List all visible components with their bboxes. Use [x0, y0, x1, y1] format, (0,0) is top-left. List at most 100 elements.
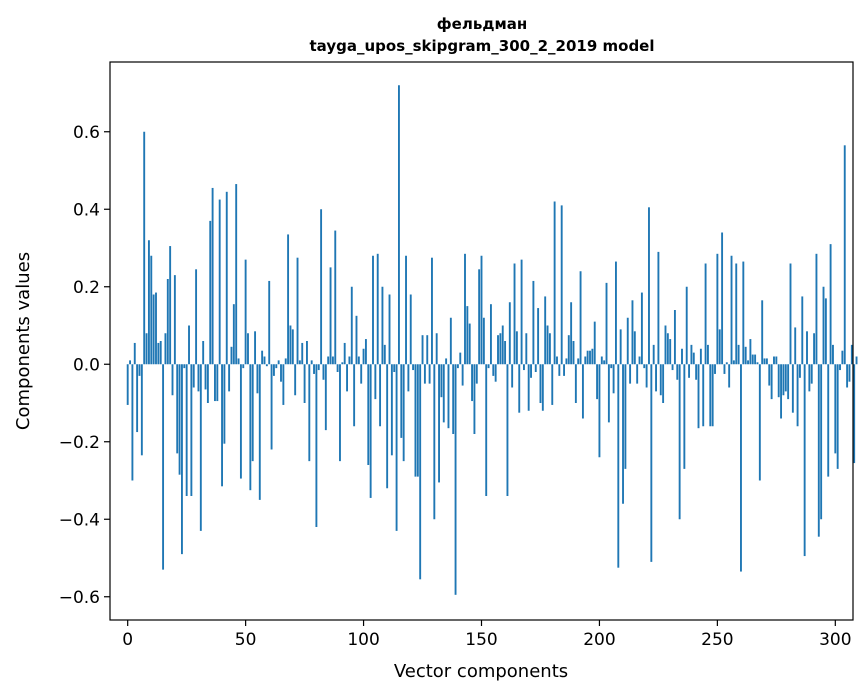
bar-112: [390, 364, 393, 456]
bar-71: [294, 364, 297, 396]
bar-113: [393, 364, 396, 372]
bar-300: [834, 364, 837, 454]
bar-153: [487, 364, 490, 369]
bar-139: [454, 364, 457, 595]
bar-138: [452, 364, 455, 434]
bar-176: [541, 364, 544, 411]
bar-57: [261, 350, 264, 365]
bar-279: [784, 364, 787, 392]
bar-143: [464, 253, 466, 365]
bar-240: [692, 352, 695, 365]
bar-208: [617, 364, 620, 568]
bar-204: [607, 364, 610, 423]
bar-169: [525, 333, 528, 365]
bar-257: [732, 360, 735, 365]
bar-32: [202, 341, 205, 365]
bar-301: [836, 364, 839, 469]
bar-260: [740, 364, 742, 572]
bar-78: [310, 360, 313, 365]
y-tick-label: −0.6: [59, 588, 100, 608]
bar-97: [355, 315, 358, 365]
bar-131: [435, 333, 438, 365]
bar-50: [244, 259, 247, 365]
bar-103: [369, 364, 372, 498]
bar-230: [669, 339, 672, 365]
bar-54: [254, 331, 257, 365]
bar-187: [567, 335, 570, 365]
bar-17: [166, 279, 169, 365]
bar-1: [129, 360, 131, 365]
bar-91: [341, 362, 344, 365]
bar-0: [126, 364, 129, 405]
bar-269: [761, 300, 764, 365]
bar-173: [534, 364, 537, 372]
bar-18: [169, 246, 172, 365]
bar-20: [173, 275, 176, 365]
bar-38: [216, 364, 219, 402]
bar-92: [343, 342, 346, 365]
bar-40: [221, 364, 223, 487]
bar-62: [272, 364, 275, 376]
bar-80: [315, 364, 318, 527]
bar-266: [754, 354, 757, 365]
bar-192: [579, 271, 582, 365]
bar-95: [350, 286, 353, 365]
bar-224: [655, 364, 657, 392]
bar-120: [409, 294, 412, 365]
bar-254: [725, 362, 728, 365]
bar-261: [742, 261, 745, 365]
bar-4: [136, 364, 139, 433]
bar-292: [815, 253, 818, 365]
bar-115: [398, 85, 400, 365]
bar-271: [765, 358, 768, 365]
x-axis-label: Vector components: [394, 661, 568, 682]
bar-256: [730, 255, 733, 365]
bar-129: [431, 257, 433, 365]
bar-33: [204, 364, 207, 390]
bar-67: [284, 358, 287, 365]
bar-304: [843, 145, 846, 365]
bar-165: [515, 331, 518, 365]
bar-190: [574, 364, 577, 403]
bar-250: [716, 253, 719, 365]
bar-216: [636, 364, 639, 384]
bar-125: [421, 335, 424, 365]
bar-267: [756, 362, 759, 365]
bar-83: [322, 364, 325, 380]
bar-35: [209, 220, 212, 365]
x-tick-label: 250: [701, 630, 733, 650]
bar-118: [405, 255, 407, 365]
bar-262: [744, 346, 747, 365]
bar-238: [688, 364, 691, 378]
bar-11: [152, 294, 155, 365]
bar-200: [598, 364, 601, 458]
bar-89: [336, 364, 339, 372]
bar-188: [570, 302, 573, 365]
bar-239: [690, 344, 693, 365]
bar-116: [400, 364, 403, 438]
bar-212: [626, 317, 629, 365]
y-tick-label: 0.2: [73, 278, 100, 298]
bar-253: [723, 364, 726, 374]
bar-152: [485, 364, 488, 496]
bar-288: [806, 331, 808, 365]
bar-53: [251, 364, 254, 462]
bar-209: [619, 329, 622, 365]
bar-43: [228, 364, 231, 392]
bar-82: [320, 209, 323, 365]
x-tick-label: 50: [235, 630, 257, 650]
x-tick-label: 300: [819, 630, 851, 650]
bar-241: [695, 364, 698, 380]
bar-243: [699, 348, 702, 365]
bar-26: [188, 325, 190, 365]
bar-196: [589, 350, 591, 365]
bar-191: [577, 358, 580, 365]
bar-197: [591, 348, 594, 365]
bar-194: [584, 356, 587, 365]
bar-180: [551, 364, 554, 405]
bar-61: [270, 364, 273, 450]
bar-63: [275, 364, 278, 369]
bar-293: [817, 364, 820, 537]
y-axis-label: Components values: [13, 252, 34, 430]
